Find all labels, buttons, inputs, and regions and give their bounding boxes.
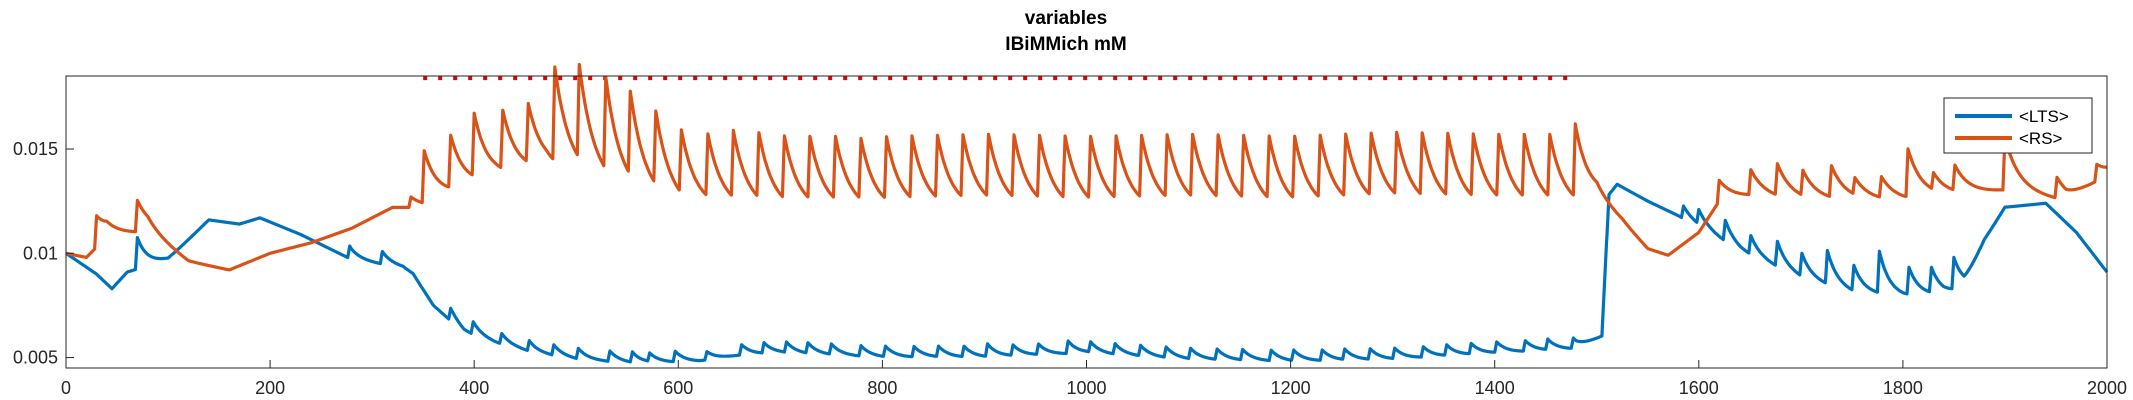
legend: <LTS> <RS> <box>1943 97 2093 154</box>
x-tick-label: 200 <box>255 378 285 398</box>
x-tick-label: 2000 <box>2087 378 2127 398</box>
x-axis: 0 200 400 600 800 1000 1200 1400 1600 1800 2000 <box>61 360 2127 398</box>
x-tick-label: 1200 <box>1271 378 1311 398</box>
y-tick-label: 0.015 <box>13 139 58 159</box>
chart-title: variables <box>1025 8 1107 29</box>
series-line-rs <box>64 62 2109 272</box>
x-tick-label: 600 <box>663 378 693 398</box>
legend-label-rs: <RS> <box>2019 129 2063 148</box>
x-tick-label: 400 <box>459 378 489 398</box>
x-tick-label: 1600 <box>1679 378 1719 398</box>
legend-label-lts: <LTS> <box>2019 107 2069 126</box>
x-tick-label: 1800 <box>1883 378 1923 398</box>
y-axis: 0.005 0.01 0.015 <box>13 139 74 368</box>
series-group <box>64 62 2109 364</box>
x-tick-label: 1400 <box>1475 378 1515 398</box>
plot-axes-box <box>65 75 2108 369</box>
y-tick-label: 0.005 <box>13 348 58 368</box>
series-line-lts <box>64 182 2109 364</box>
y-tick-label: 0.01 <box>23 243 58 263</box>
x-tick-label: 0 <box>61 378 71 398</box>
legend-box <box>1943 97 2093 154</box>
x-tick-label: 1000 <box>1066 378 1106 398</box>
x-tick-label: 800 <box>867 378 897 398</box>
chart-subtitle: IBiMMich mM <box>1005 34 1126 55</box>
